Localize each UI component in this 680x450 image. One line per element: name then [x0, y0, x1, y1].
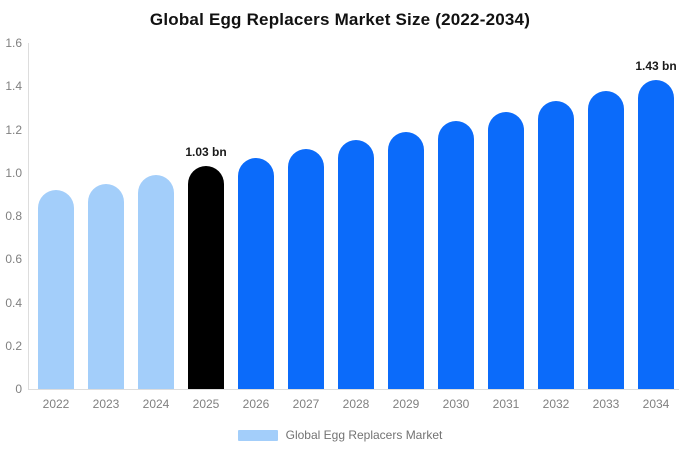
legend-label: Global Egg Replacers Market	[285, 428, 443, 442]
y-axis-tick-label: 1.0	[5, 165, 22, 180]
bar-2022[interactable]	[38, 190, 74, 389]
bar-2033[interactable]	[588, 90, 624, 389]
x-axis-tick-label: 2033	[592, 397, 620, 411]
bar-2031[interactable]	[488, 112, 524, 389]
legend-swatch	[237, 429, 278, 441]
y-axis-tick-label: 1.2	[5, 122, 22, 137]
x-axis-tick-label: 2029	[392, 397, 420, 411]
y-axis-tick-label: 1.6	[5, 36, 22, 50]
bar-2032[interactable]	[538, 101, 574, 389]
bar-2025[interactable]	[188, 166, 224, 389]
x-axis-tick-label: 2034	[642, 397, 670, 411]
x-axis-tick-label: 2025	[192, 397, 220, 411]
x-axis-tick-label: 2023	[92, 397, 120, 411]
value-label-2034: 1.43 bn	[635, 58, 677, 73]
chart-title: Global Egg Replacers Market Size (2022-2…	[149, 10, 531, 29]
bar-2029[interactable]	[388, 131, 424, 389]
y-axis-tick-label: 0.8	[5, 209, 22, 223]
value-label-2025: 1.03 bn	[185, 145, 227, 160]
x-axis-tick-label: 2031	[492, 397, 520, 411]
bar-2023[interactable]	[88, 183, 124, 389]
bar-2026[interactable]	[238, 157, 274, 389]
y-axis-tick-label: 0.6	[5, 252, 22, 267]
x-axis-tick-label: 2028	[342, 397, 370, 411]
legend-item[interactable]: Global Egg Replacers Market	[0, 429, 680, 441]
x-axis-tick-label: 2024	[142, 397, 170, 411]
bar-2034[interactable]	[638, 79, 674, 389]
bar-2030[interactable]	[438, 120, 474, 389]
y-axis-tick-label: 0.4	[5, 295, 22, 310]
bar-2028[interactable]	[338, 140, 374, 389]
x-axis-tick-label: 2027	[292, 397, 320, 411]
bar-2027[interactable]	[288, 148, 324, 389]
y-axis-tick-label: 0.2	[5, 338, 22, 353]
bar-2024[interactable]	[138, 174, 174, 389]
x-axis-tick-label: 2032	[542, 397, 570, 411]
x-axis-tick-label: 2030	[442, 397, 470, 411]
y-axis-tick-label: 0	[15, 382, 22, 396]
x-axis-tick-label: 2026	[242, 397, 270, 411]
plot-area: 1.6 1.4 1.2 1.0 0.8 0.6 0.4 0.2 0 2022 2023 2024 202…	[5, 37, 679, 410]
x-axis-tick-label: 2022	[42, 397, 70, 411]
y-axis-tick-label: 1.4	[5, 79, 22, 94]
